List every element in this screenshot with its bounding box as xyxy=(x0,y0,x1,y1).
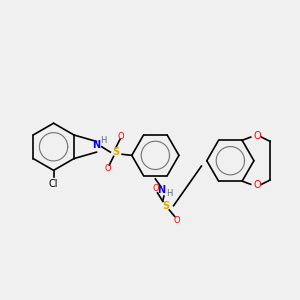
Text: H: H xyxy=(100,136,106,145)
Text: O: O xyxy=(105,164,112,173)
Text: O: O xyxy=(254,180,262,190)
Text: H: H xyxy=(166,189,172,198)
Text: S: S xyxy=(163,201,170,211)
Text: N: N xyxy=(157,184,165,195)
Text: O: O xyxy=(118,132,124,141)
Text: O: O xyxy=(173,216,180,225)
Text: O: O xyxy=(254,131,262,141)
Text: Cl: Cl xyxy=(49,179,58,189)
Text: S: S xyxy=(112,147,119,157)
Text: O: O xyxy=(152,184,159,193)
Text: N: N xyxy=(92,140,101,150)
